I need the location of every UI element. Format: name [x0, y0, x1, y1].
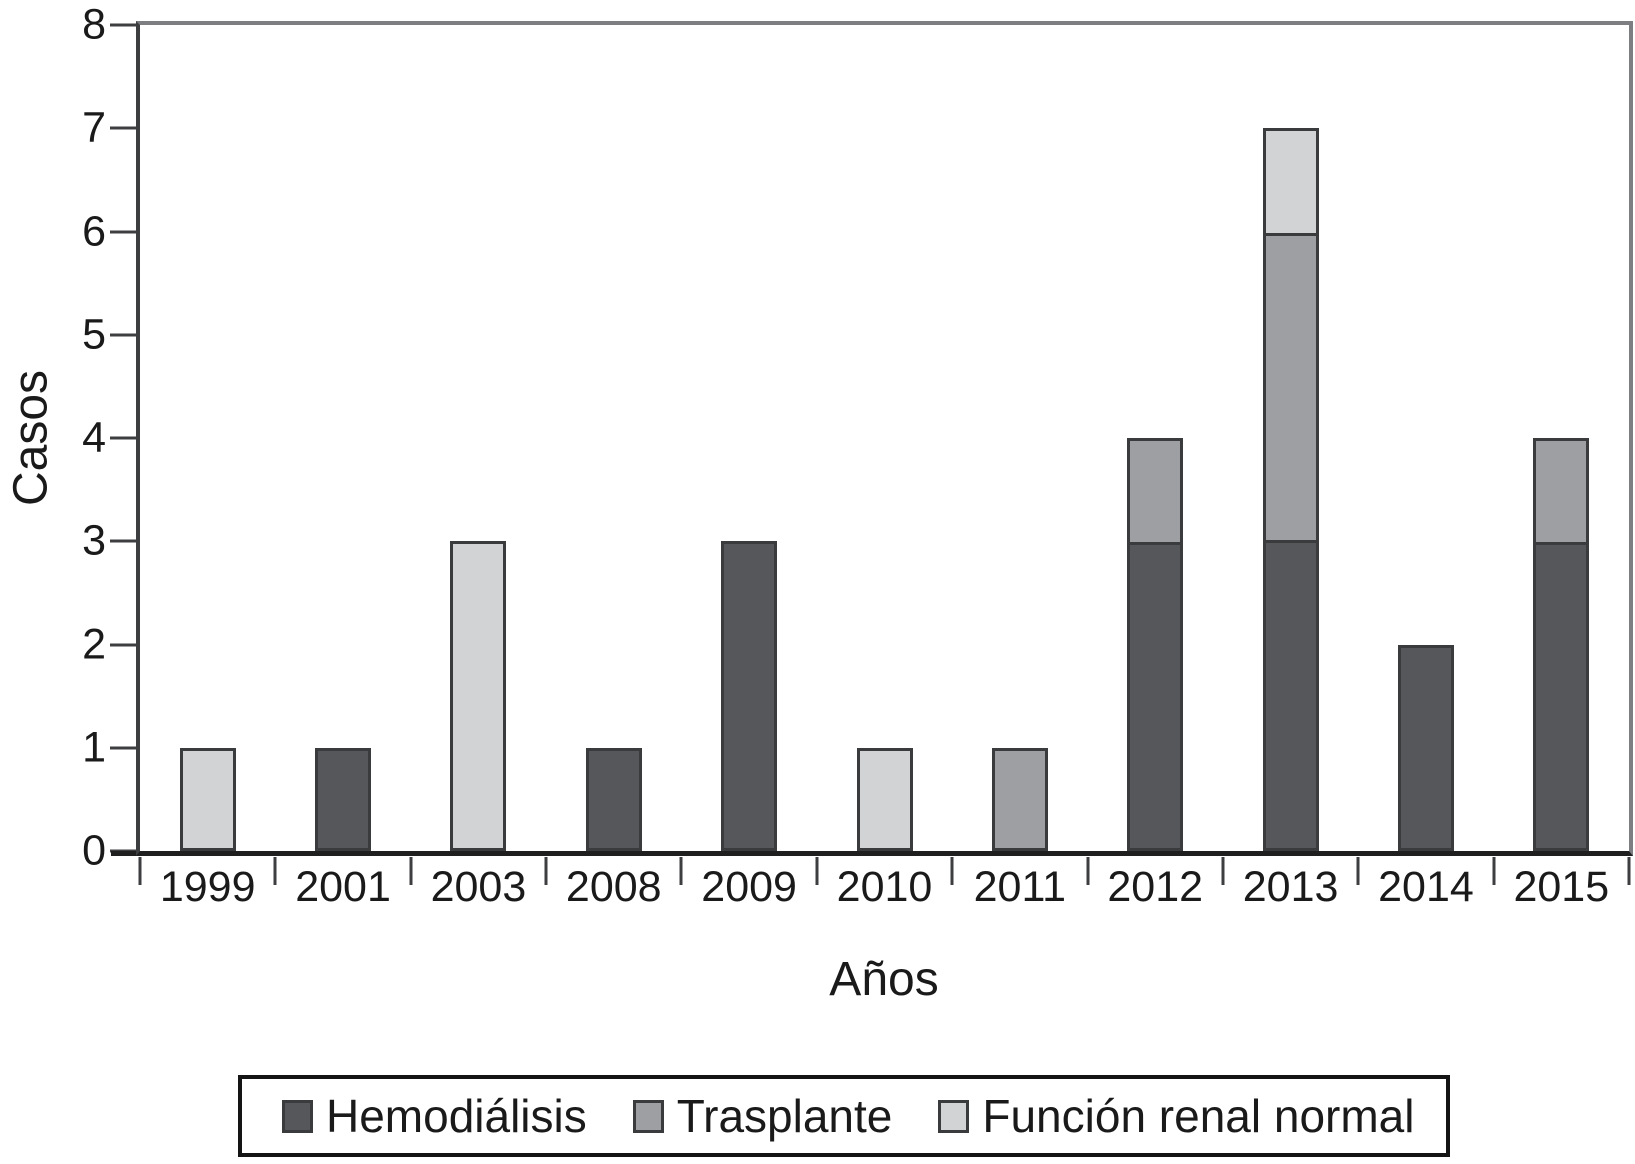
bar-2010 — [856, 747, 913, 851]
y-axis-tick-labels: 0 1 2 3 4 5 6 7 8 — [0, 3, 112, 872]
bar-2008 — [585, 747, 642, 851]
x-tick-label: 2010 — [836, 863, 933, 911]
bar-segment-2010-Función renal normal — [856, 747, 913, 851]
y-tick — [110, 436, 136, 440]
x-tick-label: 2011 — [973, 863, 1067, 911]
y-tick — [110, 230, 136, 233]
bar-segment-2011-Trasplante — [991, 747, 1048, 851]
bar-segment-2013-Función renal normal — [1262, 128, 1319, 236]
x-tick — [409, 857, 413, 885]
legend-label: Función renal normal — [982, 1090, 1415, 1142]
bar-2012 — [1127, 438, 1184, 851]
x-tick-label: 2008 — [565, 863, 662, 911]
x-axis-extension — [111, 851, 136, 856]
x-tick — [1492, 857, 1496, 885]
legend-item: Trasplante — [632, 1090, 893, 1142]
bar-segment-2012-Hemodiálisis — [1127, 542, 1184, 851]
y-tick-label: 2 — [82, 620, 106, 668]
legend-item: Hemodiálisis — [282, 1093, 587, 1139]
y-tick-label: 6 — [82, 207, 106, 255]
bar-segment-2009-Hemodiálisis — [721, 541, 778, 851]
plot-area — [110, 21, 1633, 885]
bar-2003 — [450, 541, 507, 851]
y-tick — [110, 539, 136, 543]
y-tick — [110, 23, 136, 27]
y-tick-label: 5 — [82, 310, 106, 359]
bar-2011 — [991, 747, 1048, 851]
x-tick — [815, 857, 819, 885]
bar-2001 — [315, 747, 372, 851]
bar-1999 — [179, 747, 236, 851]
y-tick-label: 3 — [82, 516, 106, 565]
legend-item: Función renal normal — [938, 1093, 1414, 1139]
y-tick-label: 8 — [82, 0, 106, 49]
x-tick-label: 2015 — [1513, 863, 1610, 911]
bar-segment-2013-Trasplante — [1262, 232, 1319, 544]
y-tick — [110, 333, 136, 337]
y-tick-label: 0 — [82, 826, 106, 875]
x-tick — [544, 857, 548, 885]
y-tick-label: 7 — [82, 103, 106, 152]
x-tick — [950, 857, 954, 885]
x-tick — [1356, 857, 1360, 885]
legend-swatch — [632, 1099, 664, 1133]
bar-segment-2003-Función renal normal — [450, 541, 507, 851]
bar-segment-2014-Hemodiálisis — [1397, 644, 1454, 851]
bar-segment-2012-Trasplante — [1127, 438, 1184, 545]
bar-segment-2013-Hemodiálisis — [1262, 540, 1319, 851]
x-tick — [1086, 857, 1090, 885]
x-tick — [679, 857, 683, 885]
x-tick-label: 2001 — [295, 863, 391, 911]
bar-segment-1999-Función renal normal — [179, 747, 236, 851]
legend: Hemodiálisis Trasplante Función renal norm… — [238, 1075, 1450, 1157]
x-tick — [1221, 857, 1225, 885]
x-tick-label: 2013 — [1242, 863, 1339, 911]
y-tick — [110, 643, 136, 646]
bar-segment-2001-Hemodiálisis — [315, 747, 372, 851]
bar-2009 — [721, 541, 778, 851]
x-tick-label: 2012 — [1107, 863, 1204, 911]
legend-swatch — [938, 1099, 970, 1133]
x-axis-tick-labels: 1999 2001 2003 2008 2009 2010 2011 2012 2013 2014… — [140, 866, 1629, 916]
bar-segment-2015-Trasplante — [1533, 438, 1590, 545]
legend-label: Hemodiálisis — [326, 1090, 587, 1142]
x-tick — [273, 857, 277, 885]
bar-2014 — [1397, 644, 1454, 851]
y-tick — [110, 126, 136, 130]
y-tick — [110, 746, 136, 750]
x-tick — [1627, 857, 1631, 885]
bar-2013 — [1262, 128, 1319, 851]
legend-label: Trasplante — [676, 1090, 893, 1142]
bar-segment-2015-Hemodiálisis — [1533, 542, 1590, 851]
legend-swatch — [282, 1099, 313, 1133]
x-tick-label: 2003 — [430, 863, 527, 911]
x-tick-label: 2014 — [1378, 863, 1474, 911]
y-tick-label: 1 — [82, 723, 106, 772]
x-tick-label: 2009 — [701, 863, 797, 911]
bar-2015 — [1533, 438, 1590, 851]
x-tick — [138, 857, 142, 885]
x-tick-label: 1999 — [159, 863, 256, 911]
bar-segment-2008-Hemodiálisis — [585, 747, 642, 851]
plot-inner — [110, 23, 1631, 885]
y-tick-label: 4 — [82, 413, 106, 462]
x-axis-title: Años — [829, 953, 939, 1006]
